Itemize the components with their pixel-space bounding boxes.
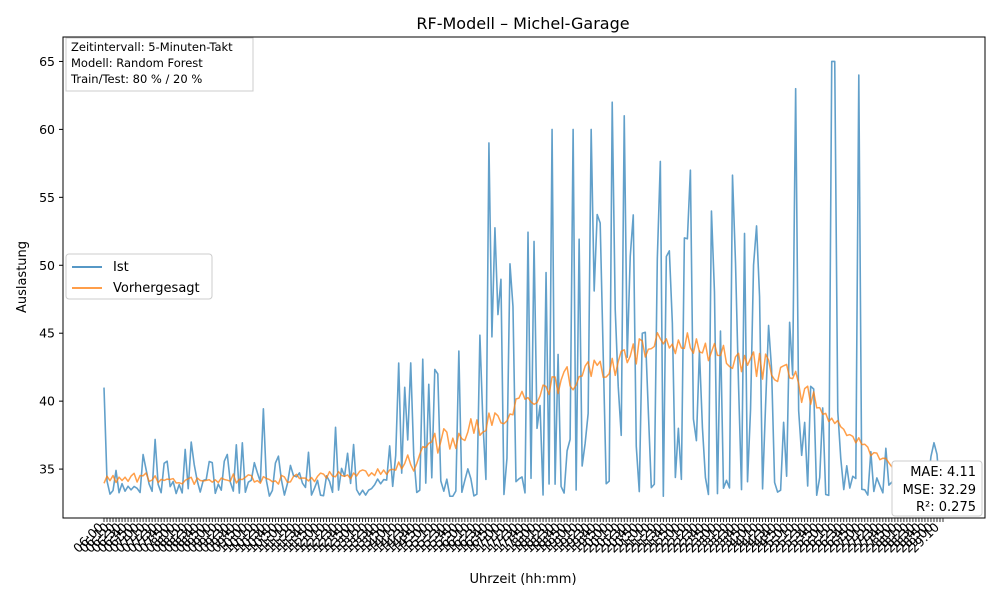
y-axis-label: Auslastung [15,241,30,313]
y-tick-label: 50 [39,258,55,273]
y-axis: 35 40 45 50 55 60 65 [39,54,63,477]
chart-title: RF-Modell – Michel-Garage [416,14,629,33]
legend: Ist Vorhergesagt [65,253,213,300]
y-tick-label: 65 [39,54,55,69]
y-tick-label: 40 [39,394,55,409]
legend-frame [65,253,213,300]
x-axis-label: Uhrzeit (hh:mm) [469,572,576,587]
info-box: Zeitintervall: 5-Minuten-Takt Modell: Ra… [65,37,254,92]
x-axis: 06:0006:1006:2006:3006:4006:5007:0007:10… [70,518,944,556]
ist-series [103,60,944,498]
info-box-frame [65,37,254,92]
y-tick-label: 35 [39,462,55,477]
y-tick-label: 60 [39,122,55,137]
metrics-box: MAE: 4.11 MSE: 32.29 R²: 0.275 [891,460,983,517]
vorhergesagt-line [103,331,944,486]
vorhergesagt-series [103,331,944,486]
plot-area [62,36,986,519]
metrics-box-frame [891,460,983,517]
metric-mae: MAE: 4.11 [910,465,976,480]
metric-mse: MSE: 32.29 [903,483,976,498]
y-tick-label: 45 [39,326,55,341]
info-line-model: Modell: Random Forest [71,56,203,70]
metric-r2: R²: 0.275 [916,500,976,515]
ist-line [103,60,944,498]
info-line-interval: Zeitintervall: 5-Minuten-Takt [71,40,233,54]
plot-frame [62,36,986,519]
legend-label-ist: Ist [113,260,129,275]
info-line-split: Train/Test: 80 % / 20 % [70,72,202,86]
legend-label-vorhergesagt: Vorhergesagt [113,281,200,296]
y-tick-label: 55 [39,190,55,205]
